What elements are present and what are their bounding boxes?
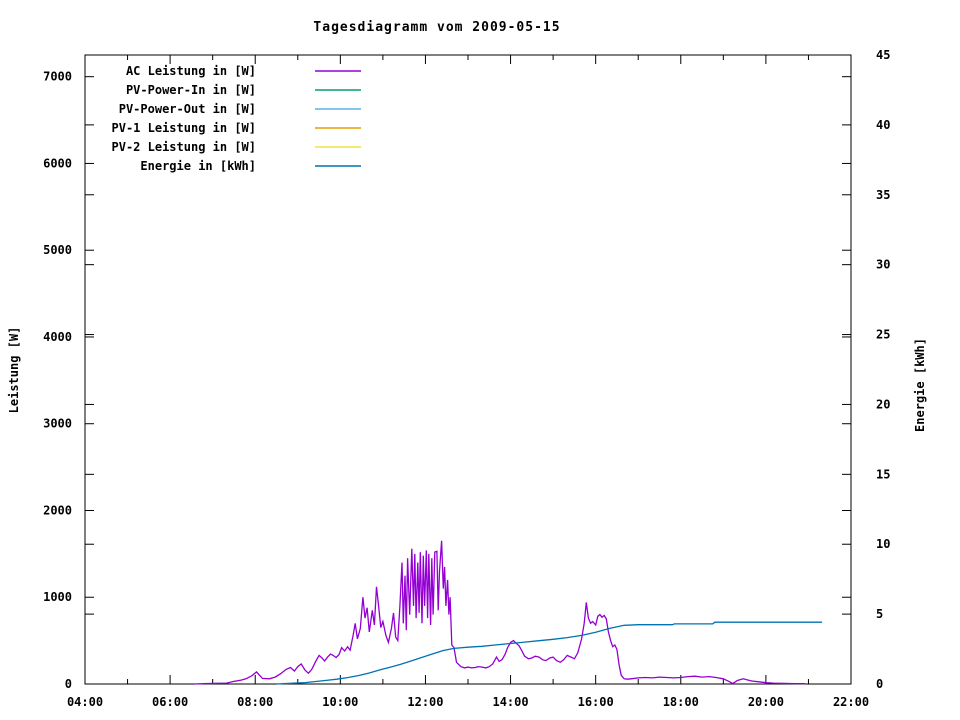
y-right-tick-label: 30: [876, 258, 890, 272]
y-right-tick-label: 10: [876, 537, 890, 551]
y-right-tick-label: 45: [876, 48, 890, 62]
x-tick-label: 10:00: [322, 695, 358, 709]
y-right-tick-label: 35: [876, 188, 890, 202]
series-line-energie-in-kwh-: [276, 621, 823, 685]
y-right-tick-label: 5: [876, 607, 883, 621]
y-left-tick-label: 4000: [43, 330, 72, 344]
x-tick-label: 16:00: [578, 695, 614, 709]
axis-titles: Leistung [W] Energie [kWh]: [7, 327, 927, 432]
y-right-tick-label: 20: [876, 397, 890, 411]
x-tick-label: 14:00: [492, 695, 528, 709]
legend-label: PV-2 Leistung in [W]: [112, 140, 257, 154]
y-left-tick-label: 5000: [43, 243, 72, 257]
y-right-tick-label: 0: [876, 677, 883, 691]
x-tick-label: 04:00: [67, 695, 103, 709]
legend-label: PV-1 Leistung in [W]: [112, 121, 257, 135]
x-tick-label: 12:00: [407, 695, 443, 709]
y-left-tick-label: 1000: [43, 590, 72, 604]
data-series: [193, 540, 823, 685]
y-right-tick-label: 40: [876, 118, 890, 132]
legend: AC Leistung in [W] PV-Power-In in [W] PV-P…: [112, 64, 361, 173]
x-tick-label: 08:00: [237, 695, 273, 709]
x-tick-label: 22:00: [833, 695, 869, 709]
y-right-axis-title: Energie [kWh]: [913, 338, 927, 432]
axis-tick-labels: 04:00 06:00 08:00 10:00 12:00 14:00 16:00 18:00…: [43, 48, 890, 709]
y-right-tick-label: 25: [876, 328, 890, 342]
x-tick-label: 20:00: [748, 695, 784, 709]
y-left-tick-label: 7000: [43, 70, 72, 84]
y-left-tick-label: 6000: [43, 156, 72, 170]
y-right-tick-label: 15: [876, 467, 890, 481]
legend-label: Energie in [kWh]: [140, 159, 256, 173]
x-tick-label: 06:00: [152, 695, 188, 709]
y-left-tick-label: 0: [65, 677, 72, 691]
y-left-tick-label: 3000: [43, 417, 72, 431]
legend-label: PV-Power-Out in [W]: [119, 102, 256, 116]
legend-label: PV-Power-In in [W]: [126, 83, 256, 97]
legend-label: AC Leistung in [W]: [126, 64, 256, 78]
series-line-ac-leistung-in-w-: [193, 540, 806, 685]
y-left-tick-label: 2000: [43, 503, 72, 517]
chart-title: Tagesdiagramm vom 2009-05-15: [313, 20, 561, 35]
axis-ticks: [84, 54, 852, 685]
x-tick-label: 18:00: [663, 695, 699, 709]
y-left-axis-title: Leistung [W]: [7, 327, 21, 414]
